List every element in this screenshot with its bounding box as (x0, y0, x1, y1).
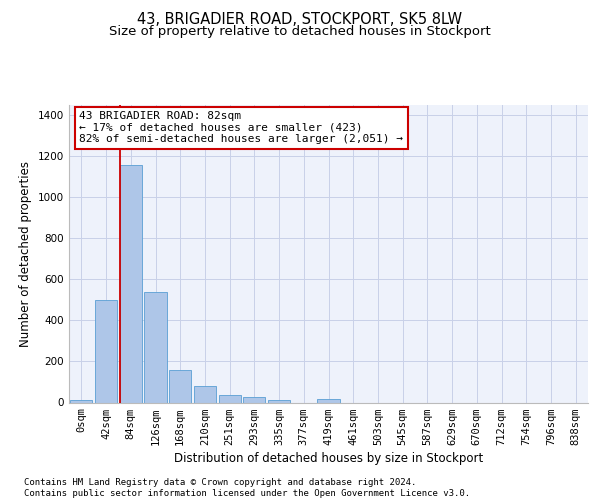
Bar (119, 164, 142, 402)
Bar (243, 397, 265, 402)
Bar (194, 386, 216, 402)
Text: Size of property relative to detached houses in Stockport: Size of property relative to detached ho… (109, 25, 491, 38)
Text: 43, BRIGADIER ROAD, STOCKPORT, SK5 8LW: 43, BRIGADIER ROAD, STOCKPORT, SK5 8LW (137, 12, 463, 28)
Y-axis label: Number of detached properties: Number of detached properties (19, 161, 32, 347)
Bar (145, 292, 167, 403)
Bar (268, 400, 290, 402)
Bar (317, 400, 340, 402)
Bar (95, 300, 117, 402)
Bar (218, 396, 241, 402)
X-axis label: Distribution of detached houses by size in Stockport: Distribution of detached houses by size … (174, 452, 483, 465)
Bar (70, 400, 92, 402)
Text: 43 BRIGADIER ROAD: 82sqm
← 17% of detached houses are smaller (423)
82% of semi-: 43 BRIGADIER ROAD: 82sqm ← 17% of detach… (79, 111, 403, 144)
Text: Contains HM Land Registry data © Crown copyright and database right 2024.
Contai: Contains HM Land Registry data © Crown c… (24, 478, 470, 498)
Bar (169, 370, 191, 402)
